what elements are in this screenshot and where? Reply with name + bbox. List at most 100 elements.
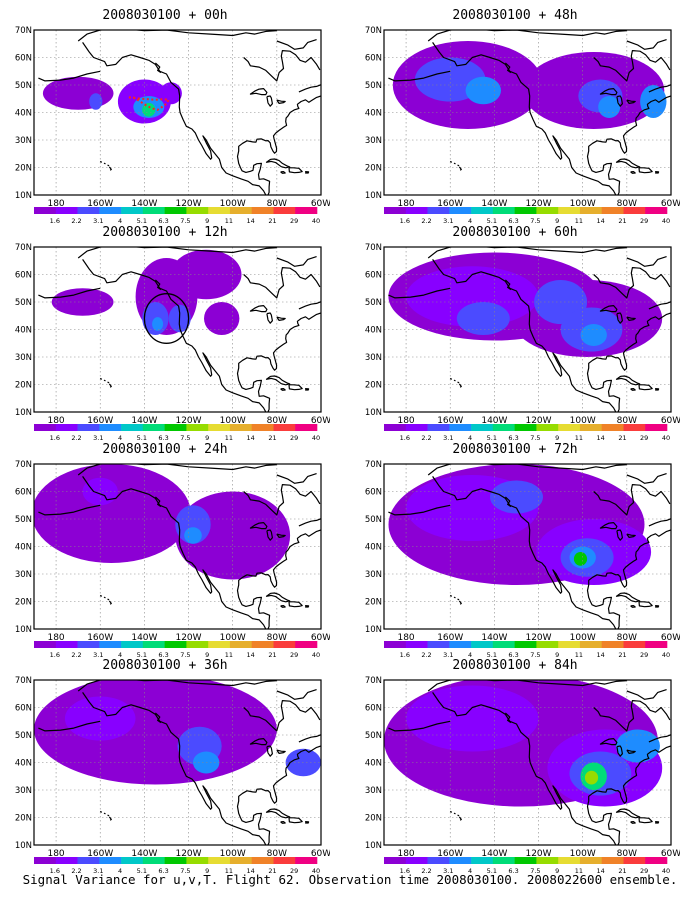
colorbar-swatch bbox=[427, 424, 450, 431]
colorbar-label: 40 bbox=[662, 434, 670, 442]
map-panel: 2008030100 + 36h 70N 60N 50N 40N 30N 20N 10N 180… bbox=[0, 658, 330, 878]
colorbar-label: 21 bbox=[618, 217, 626, 225]
coastline bbox=[388, 720, 451, 732]
coastline bbox=[249, 88, 268, 96]
coastline bbox=[288, 384, 303, 391]
lon-tick-label: 140W bbox=[481, 416, 507, 426]
coastline bbox=[626, 99, 636, 104]
colorbar-swatch bbox=[449, 424, 472, 431]
colorbar-swatch bbox=[34, 424, 57, 431]
coastline bbox=[99, 377, 103, 380]
colorbar-swatch bbox=[514, 424, 537, 431]
lat-tick-label: 50N bbox=[15, 515, 32, 525]
map-panel: 2008030100 + 24h 70N 60N 50N 40N 30N 20N 10N 180… bbox=[0, 442, 330, 662]
coastline bbox=[99, 160, 103, 163]
lon-tick-label: 160W bbox=[87, 199, 113, 209]
map-background bbox=[34, 30, 321, 195]
lon-tick-label: 160W bbox=[437, 199, 463, 209]
variance-region bbox=[159, 82, 182, 105]
lat-tick-label: 20N bbox=[365, 381, 382, 391]
coastlines bbox=[38, 247, 321, 412]
coastline bbox=[630, 171, 636, 174]
lon-tick-label: 160W bbox=[87, 416, 113, 426]
colorbar-swatch bbox=[623, 857, 646, 864]
colorbar-swatch bbox=[164, 207, 187, 214]
variance-region bbox=[89, 93, 103, 110]
colorbar-label: 11 bbox=[225, 434, 233, 442]
variance-region bbox=[82, 477, 118, 506]
colorbar-label: 3.1 bbox=[443, 434, 453, 442]
lon-tick-label: 160W bbox=[437, 849, 463, 859]
lon-tick-label: 140W bbox=[131, 633, 157, 643]
colorbar-swatch bbox=[579, 641, 602, 648]
lon-tick-label: 60W bbox=[311, 849, 330, 859]
colorbar-swatch bbox=[34, 207, 57, 214]
colorbar-swatch bbox=[536, 207, 559, 214]
lat-tick-label: 70N bbox=[365, 243, 382, 253]
panel-title: 2008030100 + 24h bbox=[102, 442, 228, 457]
colorbar-swatch bbox=[273, 207, 296, 214]
lat-tick-label: 40N bbox=[365, 543, 382, 553]
colorbar-label: 7.5 bbox=[530, 434, 540, 442]
coastline bbox=[38, 287, 101, 299]
map-panel: 2008030100 + 00h 70N 60N 50N 40N 30N 20N 10N 180… bbox=[0, 8, 330, 228]
map-frame bbox=[33, 463, 322, 630]
lon-tick-label: 120W bbox=[525, 199, 551, 209]
colorbar-swatch bbox=[536, 641, 559, 648]
colorbar-swatch bbox=[384, 424, 407, 431]
coastline bbox=[458, 600, 462, 605]
lat-tick-label: 60N bbox=[365, 54, 382, 64]
coastlines bbox=[388, 680, 671, 845]
colorbar-label: 2.2 bbox=[421, 434, 431, 442]
coastline bbox=[103, 596, 106, 599]
coastline bbox=[305, 388, 310, 391]
coastline bbox=[266, 312, 273, 324]
colorbar-label: 1.6 bbox=[50, 217, 60, 225]
coastline bbox=[103, 162, 106, 165]
colorbar-swatch bbox=[121, 857, 144, 864]
coastline bbox=[453, 596, 456, 599]
lat-tick-label: 20N bbox=[365, 164, 382, 174]
coastline bbox=[276, 39, 317, 50]
coastline bbox=[107, 164, 110, 167]
colorbar-label: 2.2 bbox=[71, 867, 81, 875]
lat-tick-label: 30N bbox=[365, 786, 382, 796]
lon-tick-label: 180 bbox=[47, 416, 64, 426]
coastline bbox=[280, 388, 286, 391]
colorbar-swatch bbox=[229, 424, 252, 431]
coastline bbox=[615, 158, 641, 169]
forecast-map: 70N 60N 50N 40N 30N 20N 10N 180 160W 140W 120W 100W… bbox=[365, 460, 680, 659]
coastline bbox=[288, 817, 303, 824]
colorbar-swatch bbox=[229, 857, 252, 864]
colorbar-swatch bbox=[164, 857, 187, 864]
lat-tick-label: 60N bbox=[15, 271, 32, 281]
coastline bbox=[82, 259, 267, 412]
colorbar-swatch bbox=[186, 641, 209, 648]
coastline bbox=[288, 167, 303, 174]
colorbar-label: 6.3 bbox=[158, 651, 168, 659]
colorbar-swatch bbox=[471, 424, 494, 431]
colorbar-label: 2.2 bbox=[71, 434, 81, 442]
colorbar-swatch bbox=[251, 424, 274, 431]
panel-title: 2008030100 + 72h bbox=[452, 442, 578, 457]
lon-tick-label: 60W bbox=[311, 199, 330, 209]
lon-tick-label: 140W bbox=[481, 199, 507, 209]
colorbar-swatch bbox=[142, 207, 165, 214]
colorbar-label: 4 bbox=[468, 651, 472, 659]
coastline bbox=[626, 689, 667, 700]
lat-tick-label: 50N bbox=[365, 731, 382, 741]
colorbar-swatch bbox=[273, 857, 296, 864]
coastline bbox=[77, 680, 277, 692]
colorbar-label: 14 bbox=[247, 217, 255, 225]
colorbar-label: 21 bbox=[618, 651, 626, 659]
colorbar-swatch bbox=[427, 641, 450, 648]
lon-tick-label: 140W bbox=[131, 416, 157, 426]
colorbar-swatch bbox=[229, 207, 252, 214]
coastline bbox=[108, 600, 112, 605]
colorbar-label: 29 bbox=[640, 217, 648, 225]
lat-tick-label: 60N bbox=[15, 488, 32, 498]
coastline bbox=[457, 381, 460, 384]
colorbar-swatch bbox=[34, 641, 57, 648]
lat-tick-label: 60N bbox=[365, 488, 382, 498]
colorbar-label: 3.1 bbox=[93, 867, 103, 875]
